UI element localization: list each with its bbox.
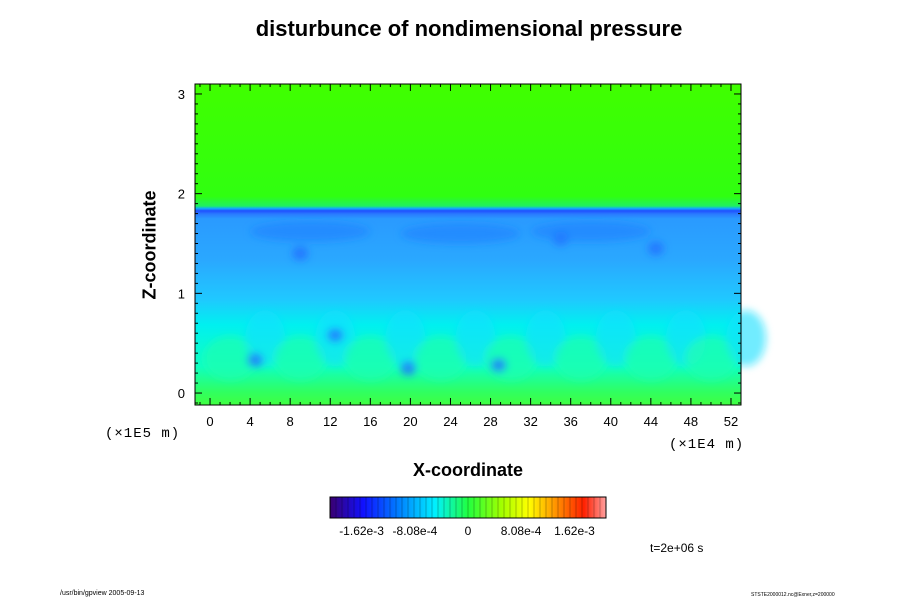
x-tick-label: 32 [523,414,537,429]
field-lobe [414,336,467,381]
field-trough [250,221,371,242]
colorbar-tick-label: 0 [465,524,472,538]
x-tick-label: 28 [483,414,497,429]
x-axis-unit: (×1E4 m) [669,437,745,453]
field-lobe [595,310,636,367]
footer-command: /usr/bin/gpview 2005-09-13 [60,590,145,597]
x-tick-label: 4 [246,414,253,429]
y-axis-label: Z-coordinate [139,190,160,300]
pressure-field [195,84,767,405]
field-minimum [327,328,344,343]
field-lobe [624,336,677,381]
x-axis-label: X-coordinate [412,460,524,480]
field-lobe [204,336,257,381]
field-minimum [490,358,507,373]
x-tick-label: 48 [684,414,698,429]
field-lobe [525,310,566,367]
x-tick-label: 40 [604,414,618,429]
colorbar-tick-label: -1.62e-3 [339,524,384,538]
field-lobe [344,336,397,381]
y-tick-label: 3 [178,87,185,102]
field-trough [400,223,521,244]
field-minimum [400,361,417,376]
y-tick-label: 1 [178,286,185,301]
chart-title: disturbunce of nondimensional pressure [255,16,683,41]
field-minimum [647,241,664,256]
field-lobe [554,336,607,381]
x-tick-label: 8 [287,414,294,429]
colorbar-tick-label: 1.62e-3 [554,524,595,538]
x-tick-label: 12 [323,414,337,429]
x-tick-label: 36 [563,414,577,429]
field-lobe [684,336,737,381]
field-lobe [455,310,496,367]
x-tick-label: 0 [206,414,213,429]
time-label: t=2e+06 s [650,541,704,555]
colorbar-tick-label: 8.08e-4 [501,524,542,538]
y-tick-label: 2 [178,187,185,202]
field-minimum [292,246,309,261]
field-lobe [274,336,327,381]
y-axis-unit: (×1E5 m) [105,426,181,442]
plot-frame [194,83,742,406]
field-trough [530,221,651,242]
field-minimum [247,353,264,368]
x-tick-label: 24 [443,414,457,429]
colorbar: -1.62e-3 -8.08e-4 0 8.08e-4 1.62e-3 [329,496,607,538]
field-lobe [245,310,286,367]
footer-source: STSTE2000012.nc@Exner,z=200000 [751,592,835,598]
field-texture [204,221,767,381]
x-tick-label: 44 [644,414,658,429]
x-tick-label: 52 [724,414,738,429]
colorbar-tick-label: -8.08e-4 [393,524,438,538]
field-lobe [726,310,767,367]
field-lobe [385,310,426,367]
x-tick-label: 16 [363,414,377,429]
x-tick-label: 20 [403,414,417,429]
y-tick-label: 0 [178,386,185,401]
